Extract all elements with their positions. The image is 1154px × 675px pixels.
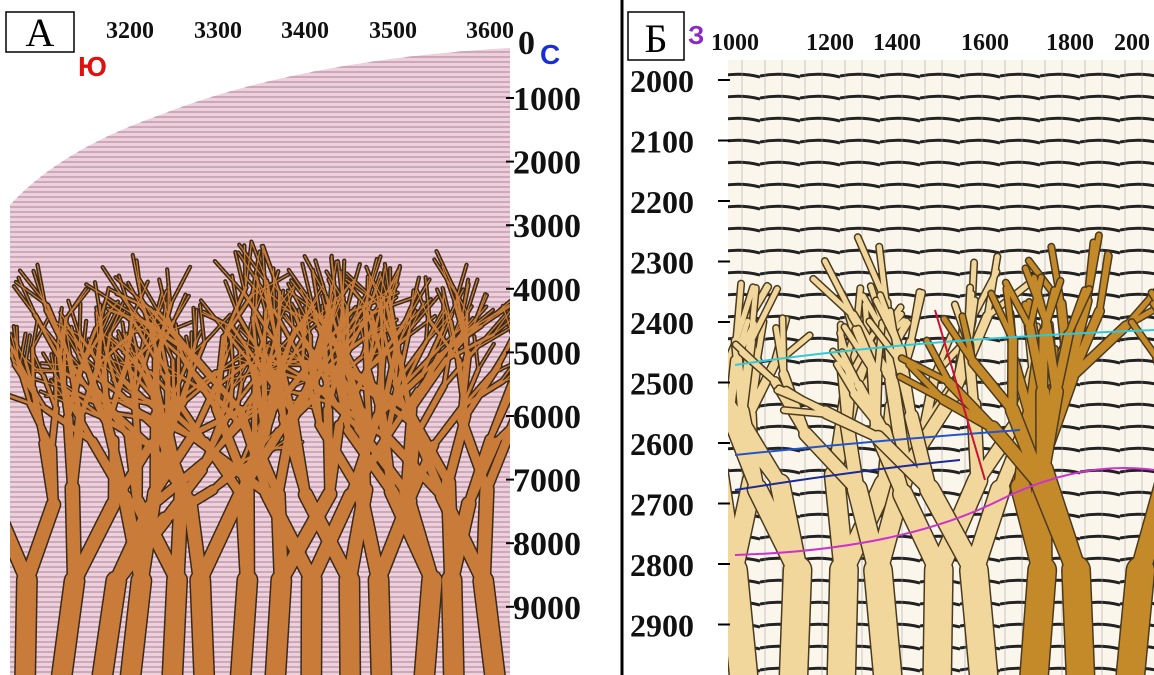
branch <box>72 488 74 581</box>
branch <box>328 410 330 494</box>
branch <box>25 580 27 675</box>
top-tick-label: 1800 <box>1046 30 1094 56</box>
branch <box>694 336 723 367</box>
branch <box>243 497 248 580</box>
branch <box>423 580 432 675</box>
branch <box>172 580 177 675</box>
branch <box>254 387 255 439</box>
top-tick-label: 3600 <box>466 18 514 44</box>
top-tick-label: 200 <box>1114 30 1150 56</box>
branch <box>566 308 582 338</box>
branch <box>639 407 689 412</box>
direction-label: З <box>688 20 704 50</box>
branch <box>1129 571 1140 675</box>
left-tick-label: 2200 <box>630 184 694 220</box>
branch <box>793 570 798 675</box>
left-tick-label: 2400 <box>630 305 694 341</box>
branch <box>706 350 715 402</box>
branch <box>0 318 11 347</box>
panel-label: А <box>26 10 55 55</box>
branch <box>0 315 11 347</box>
branch <box>537 371 577 401</box>
branch <box>711 310 715 350</box>
branch <box>275 580 282 675</box>
branch <box>566 308 582 338</box>
left-tick-label: 2700 <box>630 487 694 523</box>
branch <box>240 580 248 675</box>
top-tick-label: 1200 <box>806 30 854 56</box>
top-tick-label: 1400 <box>873 30 921 56</box>
left-tick-label: 2100 <box>630 124 694 160</box>
branch <box>200 580 204 675</box>
left-tick-label: 2000 <box>630 63 694 99</box>
top-tick-label: 3200 <box>106 18 154 44</box>
branch <box>452 580 455 675</box>
right-tick-label: 3000 <box>513 208 581 245</box>
branch <box>65 322 66 352</box>
branch <box>1076 570 1081 675</box>
top-tick-label: 3500 <box>369 18 417 44</box>
branch <box>783 318 784 374</box>
branch <box>577 355 609 371</box>
branch <box>349 580 350 675</box>
right-tick-label: 5000 <box>513 335 581 372</box>
top-tick-label: 3300 <box>194 18 242 44</box>
left-tick-label: 2800 <box>630 547 694 583</box>
branch <box>513 304 524 338</box>
branch <box>513 304 524 338</box>
branch <box>379 580 382 675</box>
branch <box>698 271 721 322</box>
branch <box>177 492 181 580</box>
branch <box>706 350 715 402</box>
branch <box>706 309 714 350</box>
branch <box>718 322 721 387</box>
branch <box>129 581 141 675</box>
branch <box>706 402 718 471</box>
right-tick-label: 7000 <box>513 463 581 500</box>
branch <box>537 371 577 401</box>
branch <box>694 336 723 367</box>
branch <box>718 322 721 387</box>
branch <box>483 490 487 581</box>
left-tick-label: 2900 <box>630 608 694 644</box>
top-tick-label: 1600 <box>961 30 1009 56</box>
left-tick-label: 2500 <box>630 366 694 402</box>
branch <box>698 339 724 367</box>
panel-b-section <box>633 60 1154 675</box>
figure: А Ю С Б З 3200 3300 3400 3500 36000 1000 2000 3… <box>0 0 1154 675</box>
branch <box>1043 332 1044 392</box>
left-tick-label: 2600 <box>630 426 694 462</box>
branch <box>711 275 721 322</box>
branch <box>706 402 718 471</box>
branch <box>706 309 714 350</box>
panel-label: Б <box>645 16 668 61</box>
branch <box>878 571 889 675</box>
right-tick-label: 8000 <box>513 526 581 563</box>
branch <box>1033 570 1042 675</box>
branch <box>698 339 724 367</box>
branch <box>733 571 745 675</box>
top-tick-label: 3400 <box>281 18 329 44</box>
top-tick-label: 1000 <box>711 30 759 56</box>
left-tick-label: 2300 <box>630 245 694 281</box>
branch <box>841 570 844 675</box>
right-tick-label: 1000 <box>513 81 581 118</box>
branch <box>0 318 11 347</box>
direction-label: Ю <box>78 51 107 82</box>
direction-label: С <box>540 39 560 70</box>
branch <box>639 407 689 412</box>
branch <box>698 271 721 322</box>
right-tick-label: 6000 <box>513 399 581 436</box>
branch <box>711 310 715 350</box>
right-tick-label: 9000 <box>513 590 581 627</box>
branch <box>974 571 985 675</box>
right-tick-label: 4000 <box>513 272 581 309</box>
right-tick-label: 2000 <box>513 145 581 182</box>
branch <box>937 570 939 675</box>
right-tick-label: 0 <box>518 25 535 62</box>
branch <box>711 275 721 322</box>
branch <box>577 355 609 371</box>
branch <box>0 315 11 347</box>
